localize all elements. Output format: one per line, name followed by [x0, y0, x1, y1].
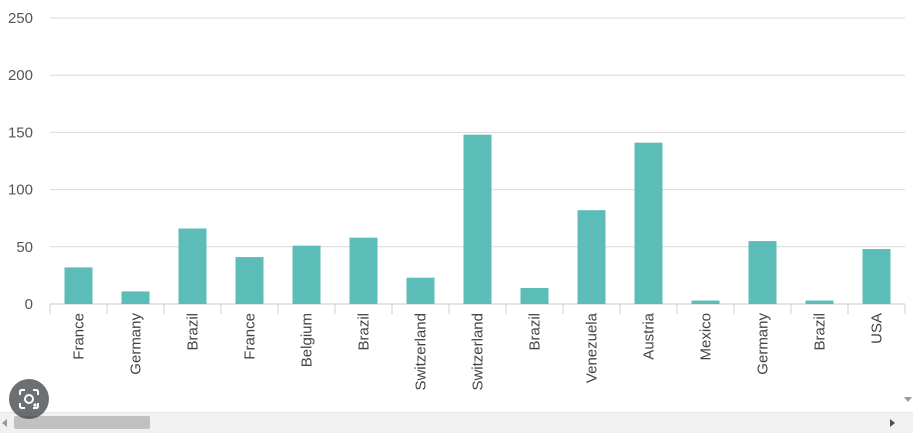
x-tick-label: Switzerland — [470, 313, 487, 391]
y-tick-label: 250 — [8, 10, 33, 27]
visual-search-icon[interactable] — [9, 379, 49, 419]
x-tick-label: Germany — [755, 313, 772, 375]
y-tick-label: 100 — [8, 182, 33, 199]
bar[interactable] — [577, 210, 606, 304]
bar[interactable] — [520, 287, 549, 304]
arrow-down-icon[interactable] — [904, 397, 912, 402]
y-tick-label: 200 — [8, 67, 33, 84]
bar[interactable] — [64, 267, 93, 304]
arrow-right-icon[interactable] — [890, 419, 895, 427]
y-tick-label: 150 — [8, 124, 33, 141]
x-tick-label: Brazil — [527, 313, 544, 351]
y-axis: 0 50 100 150 200 250 — [8, 10, 33, 313]
bar[interactable] — [406, 277, 435, 304]
scrollbar-thumb[interactable] — [14, 416, 150, 429]
x-tick-label: Belgium — [299, 313, 316, 367]
x-tick-label: Switzerland — [413, 313, 430, 391]
x-tick-label: France — [71, 313, 88, 360]
x-tick-label: Germany — [128, 313, 145, 375]
bar[interactable] — [178, 228, 207, 304]
y-tick-label: 50 — [16, 239, 33, 256]
bar[interactable] — [748, 241, 777, 304]
bar[interactable] — [349, 237, 378, 304]
x-tick-label: Brazil — [185, 313, 202, 351]
x-tick-label: Austria — [641, 312, 658, 359]
bar[interactable] — [805, 300, 834, 304]
bar[interactable] — [862, 249, 891, 304]
horizontal-scrollbar[interactable] — [0, 412, 913, 433]
x-tick-label: USA — [869, 313, 886, 344]
bar[interactable] — [691, 300, 720, 304]
x-tick-label: Mexico — [698, 313, 715, 361]
bar[interactable] — [463, 134, 492, 304]
x-tick-label: Brazil — [356, 313, 373, 351]
bar[interactable] — [292, 245, 321, 304]
bar[interactable] — [121, 291, 150, 304]
bar[interactable] — [634, 142, 663, 304]
bars — [64, 134, 891, 304]
x-tick-label: France — [242, 313, 259, 360]
x-tick-label: Brazil — [812, 313, 829, 351]
x-tick-label: Venezuela — [584, 312, 601, 383]
x-axis: France Germany Brazil France Belgium Brazil Sw… — [49, 304, 906, 391]
arrow-left-icon[interactable] — [2, 419, 7, 427]
y-tick-label: 0 — [25, 296, 33, 313]
bar[interactable] — [235, 257, 264, 304]
